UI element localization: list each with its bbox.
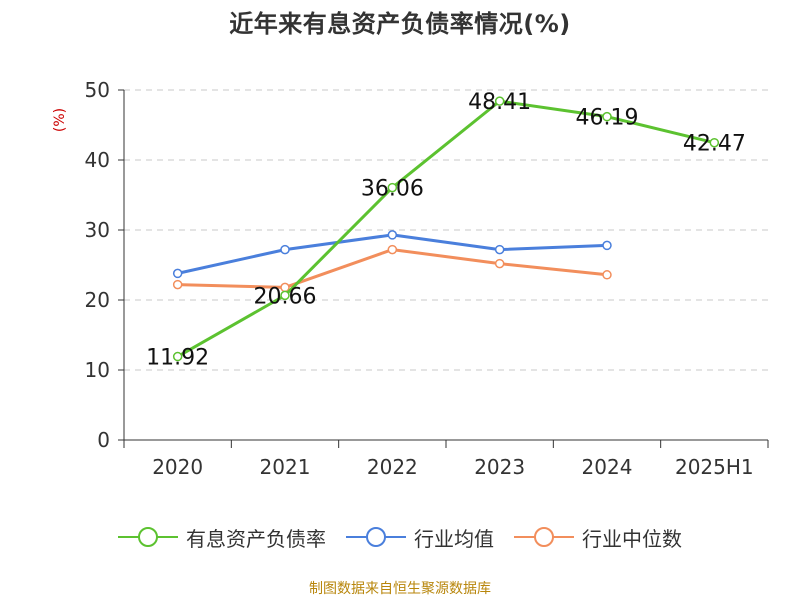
legend-marker-icon (514, 527, 574, 547)
data-point (602, 240, 612, 251)
y-tick-label: 20 (85, 288, 110, 312)
legend-item[interactable]: 行业均值 (346, 523, 494, 552)
y-tick-label: 10 (85, 358, 110, 382)
legend-item[interactable]: 行业中位数 (514, 523, 682, 552)
x-tick-label: 2025H1 (675, 455, 754, 479)
x-tick-label: 2022 (367, 455, 418, 479)
legend-label: 有息资产负债率 (186, 526, 326, 551)
grid-lines (124, 89, 768, 371)
source-note: 制图数据来自恒生聚源数据库 (309, 581, 491, 597)
y-axis-unit-label: (%) (52, 107, 69, 133)
data-label: 20.66 (254, 284, 317, 309)
data-label: 48.41 (468, 90, 531, 115)
y-tick-label: 30 (85, 218, 110, 242)
series-line (177, 248, 608, 289)
data-point (280, 244, 290, 255)
data-point (172, 279, 183, 290)
data-point (602, 111, 612, 122)
data-point (602, 270, 612, 280)
series-line (176, 99, 715, 358)
data-label: 36.06 (361, 177, 424, 202)
data-point (172, 268, 183, 279)
data-point (494, 244, 505, 255)
data-point (494, 96, 505, 106)
data-point (709, 137, 720, 148)
chart-title: 近年来有息资产负债率情况(%) (229, 10, 571, 38)
data-point (387, 182, 398, 193)
series-lines (172, 96, 720, 362)
data-point (494, 258, 505, 269)
legend-label: 行业均值 (414, 526, 494, 551)
data-point (280, 290, 290, 301)
legend-label: 行业中位数 (582, 526, 682, 551)
legend-item[interactable]: 有息资产负债率 (118, 523, 326, 552)
legend-marker-icon (346, 527, 406, 547)
y-tick-label: 0 (97, 428, 110, 452)
x-tick-label: 2024 (582, 455, 633, 479)
x-tick-label: 2021 (260, 455, 311, 479)
x-tick-label: 2023 (474, 455, 525, 479)
data-label: 42.47 (683, 132, 746, 157)
data-point (172, 351, 183, 362)
x-tick-label: 2020 (152, 455, 203, 479)
data-label: 46.19 (576, 106, 639, 131)
data-point (387, 244, 398, 255)
data-labels: 11.92 20.66 36.06 48.41 46.19 42.47 (146, 90, 746, 370)
y-tick-label: 50 (85, 78, 110, 102)
data-label: 11.92 (146, 346, 209, 371)
legend-marker-icon (118, 527, 178, 547)
legend: 有息资产负债率 行业均值 行业中位数 (0, 519, 800, 555)
y-tick-label: 40 (85, 148, 110, 172)
data-point (387, 230, 398, 240)
axes: 0 10 20 30 40 50 2020 2021 2022 2023 2024 2025H1 (85, 78, 769, 479)
